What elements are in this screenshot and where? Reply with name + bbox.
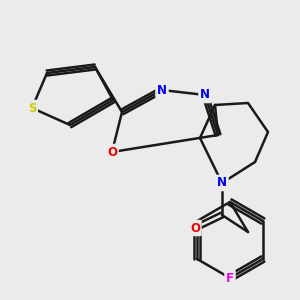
- Text: O: O: [107, 146, 117, 158]
- Text: N: N: [157, 83, 167, 97]
- Text: N: N: [217, 176, 227, 190]
- Text: N: N: [200, 88, 210, 101]
- Text: S: S: [28, 101, 36, 115]
- Text: F: F: [226, 272, 234, 284]
- Text: O: O: [190, 221, 200, 235]
